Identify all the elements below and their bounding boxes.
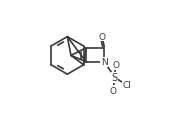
Text: O: O (112, 61, 119, 70)
Text: O: O (99, 33, 106, 41)
Text: O: O (110, 86, 117, 95)
Text: S: S (111, 73, 118, 83)
Text: N: N (101, 58, 107, 67)
Text: Cl: Cl (123, 80, 132, 89)
